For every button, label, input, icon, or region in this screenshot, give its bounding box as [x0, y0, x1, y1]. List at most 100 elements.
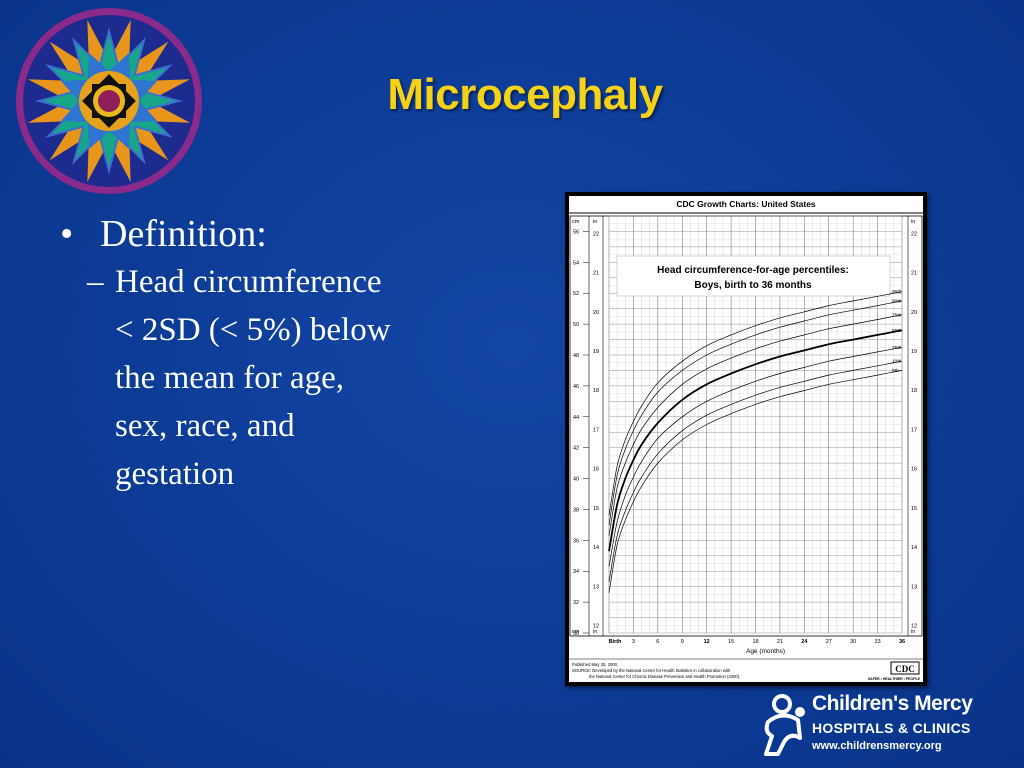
- y-tick-cm: 56: [573, 229, 579, 235]
- y-tick-cm: 44: [573, 415, 579, 421]
- y-tick-in-left: 16: [593, 467, 599, 473]
- sub-bullet-line: Head circumference: [115, 264, 382, 300]
- sub-bullet-marker: –: [87, 264, 104, 300]
- y-tick-cm: 40: [573, 477, 579, 483]
- y-tick-in-left: 17: [593, 427, 599, 433]
- y-tick-in-right: 20: [911, 310, 917, 316]
- brand-name: Children's Mercy: [812, 692, 973, 715]
- series-label-95th: 95th: [892, 289, 902, 295]
- series-line-10th: [608, 360, 903, 583]
- y-tick-in-right: 16: [911, 467, 917, 473]
- chart-title: Head circumference-for-age percentiles:: [657, 265, 849, 276]
- y-tick-cm: 36: [573, 538, 579, 544]
- bullet-definition: • Definition:: [60, 210, 465, 258]
- x-tick-label: 18: [752, 639, 758, 645]
- x-tick-label: 36: [899, 639, 905, 645]
- y-tick-cm: 34: [573, 569, 579, 575]
- footer-published: Published May 30, 2000.: [572, 662, 618, 667]
- y-tick-in-right: 18: [911, 388, 917, 394]
- growth-chart: CDC Growth Charts: United States cm in in cm…: [569, 196, 923, 682]
- y-tick-in-left: 20: [593, 310, 599, 316]
- bullet-text: Definition:: [100, 213, 267, 255]
- y-tick-in-left: 19: [593, 349, 599, 355]
- y-tick-cm: 52: [573, 291, 579, 297]
- unit-label: cm: [572, 219, 580, 225]
- page-title: Microcephaly: [387, 70, 663, 119]
- unit-label: in: [593, 219, 597, 225]
- y-tick-in-left: 18: [593, 388, 599, 394]
- y-tick-cm: 50: [573, 322, 579, 328]
- series-label-25th: 25th: [892, 345, 902, 351]
- x-tick-label: 30: [850, 639, 856, 645]
- y-tick-in-right: 22: [911, 231, 917, 237]
- y-tick-cm: 48: [573, 353, 579, 359]
- y-tick-in-left: 13: [593, 584, 599, 590]
- x-tick-label: 21: [777, 639, 783, 645]
- y-tick-cm: 30: [573, 631, 579, 637]
- series-label-50th: 50th: [892, 328, 902, 334]
- y-tick-in-left: 12: [593, 624, 599, 630]
- series-line-25th: [608, 346, 903, 567]
- bullet-list: • Definition: – Head circumference < 2SD…: [60, 210, 465, 498]
- y-tick-in-right: 19: [911, 349, 917, 355]
- chart-header: CDC Growth Charts: United States: [676, 199, 816, 209]
- unit-label: cm: [572, 629, 580, 635]
- series-label-10th: 10th: [892, 359, 902, 365]
- y-tick-in-left: 21: [593, 271, 599, 277]
- series-line-95th: [608, 291, 903, 516]
- sub-bullet-line: gestation: [115, 456, 235, 492]
- footer-tagline: SAFER • HEALTHIER • PEOPLE: [868, 677, 921, 681]
- chart-subtitle: Boys, birth to 36 months: [694, 280, 812, 291]
- x-tick-label: 6: [656, 639, 659, 645]
- series-label-5th: 5th: [892, 368, 899, 374]
- y-tick-cm: 54: [573, 260, 579, 266]
- series-label-75th: 75th: [892, 312, 902, 318]
- series-line-75th: [608, 314, 903, 536]
- footer-source: the National Center for Chronic Disease …: [589, 674, 740, 679]
- growth-chart-frame: CDC Growth Charts: United States cm in in cm…: [565, 192, 927, 686]
- y-tick-cm: 42: [573, 446, 579, 452]
- y-tick-in-right: 21: [911, 271, 917, 277]
- y-tick-in-left: 14: [593, 545, 599, 551]
- unit-label: in: [911, 219, 915, 225]
- x-tick-label: Birth: [609, 639, 622, 645]
- y-tick-in-right: 13: [911, 584, 917, 590]
- x-axis-label: Age (months): [746, 648, 785, 655]
- x-tick-label: 12: [704, 639, 710, 645]
- sub-bullet-line: the mean for age,: [115, 360, 345, 396]
- brand-url: www.childrensmercy.org: [812, 740, 942, 752]
- footer-source: SOURCE: Developed by the National Center…: [572, 668, 731, 673]
- brand-subtitle: HOSPITALS & CLINICS: [812, 720, 971, 736]
- sub-bullet: – Head circumference < 2SD (< 5%) below …: [87, 258, 465, 498]
- unit-label: in: [593, 629, 597, 635]
- sub-bullet-line: sex, race, and: [115, 408, 295, 444]
- y-tick-cm: 38: [573, 507, 579, 513]
- y-tick-cm: 46: [573, 384, 579, 390]
- x-tick-label: 33: [875, 639, 881, 645]
- cdc-badge-box: [890, 661, 920, 675]
- y-tick-in-right: 15: [911, 506, 917, 512]
- series-line-50th: [608, 329, 903, 552]
- series-line-90th: [608, 300, 903, 525]
- y-tick-in-right: 12: [911, 624, 917, 630]
- brand-logo: Children's Mercy HOSPITALS & CLINICS www…: [760, 690, 1010, 760]
- unit-label: in: [911, 629, 915, 635]
- cdc-badge: CDC: [895, 664, 915, 674]
- chart-title-box: [616, 255, 891, 297]
- y-tick-in-right: 17: [911, 427, 917, 433]
- y-tick-in-left: 15: [593, 506, 599, 512]
- bullet-marker: •: [60, 213, 74, 255]
- x-tick-label: 15: [728, 639, 734, 645]
- sub-bullet-line: < 2SD (< 5%) below: [115, 312, 391, 348]
- x-tick-label: 24: [801, 639, 808, 645]
- x-tick-label: 3: [632, 639, 635, 645]
- y-tick-in-right: 14: [911, 545, 917, 551]
- x-tick-label: 27: [826, 639, 832, 645]
- y-tick-in-left: 22: [593, 231, 599, 237]
- x-tick-label: 9: [681, 639, 684, 645]
- series-label-90th: 90th: [892, 298, 902, 304]
- series-line-5th: [608, 370, 903, 593]
- mandala-star-logo: [16, 8, 202, 194]
- y-tick-cm: 32: [573, 600, 579, 606]
